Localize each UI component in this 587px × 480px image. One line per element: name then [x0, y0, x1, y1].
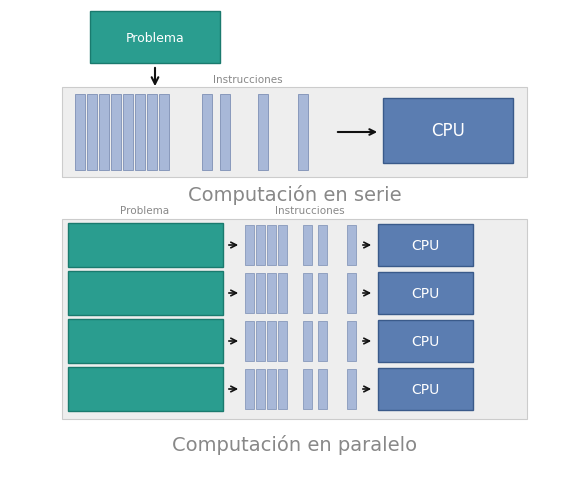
Bar — [245, 274, 254, 313]
Bar — [318, 226, 327, 265]
Bar — [68, 319, 223, 363]
Bar — [159, 95, 169, 171]
Bar — [75, 95, 85, 171]
Bar — [111, 95, 121, 171]
Bar — [267, 274, 276, 313]
Bar — [378, 273, 473, 314]
Bar — [303, 369, 312, 409]
Bar — [99, 95, 109, 171]
Bar — [347, 226, 356, 265]
Bar — [318, 369, 327, 409]
Text: Instrucciones: Instrucciones — [275, 205, 345, 216]
Bar — [245, 369, 254, 409]
Bar — [256, 321, 265, 361]
Bar — [68, 367, 223, 411]
Text: Instrucciones: Instrucciones — [213, 75, 282, 85]
Bar — [267, 369, 276, 409]
Bar — [347, 369, 356, 409]
Bar — [135, 95, 145, 171]
Bar — [147, 95, 157, 171]
Bar — [87, 95, 97, 171]
Bar — [347, 274, 356, 313]
Bar — [303, 274, 312, 313]
Bar — [383, 99, 513, 164]
Bar — [378, 368, 473, 410]
Bar — [68, 224, 223, 267]
Bar — [303, 321, 312, 361]
Text: CPU: CPU — [411, 382, 440, 396]
Text: CPU: CPU — [411, 239, 440, 252]
Bar — [298, 95, 308, 171]
Text: CPU: CPU — [411, 334, 440, 348]
Text: Problema: Problema — [126, 31, 184, 45]
Bar — [378, 320, 473, 362]
Bar — [318, 321, 327, 361]
Bar — [267, 226, 276, 265]
Bar — [258, 95, 268, 171]
Bar — [62, 88, 527, 178]
Bar — [278, 321, 287, 361]
Bar — [220, 95, 230, 171]
Bar — [278, 369, 287, 409]
Bar — [347, 321, 356, 361]
Bar — [278, 226, 287, 265]
Text: Computación en serie: Computación en serie — [188, 185, 402, 204]
Bar — [202, 95, 212, 171]
Bar — [256, 274, 265, 313]
Text: CPU: CPU — [431, 122, 465, 140]
Bar — [267, 321, 276, 361]
Text: Computación en paralelo: Computación en paralelo — [173, 434, 417, 454]
Bar — [68, 271, 223, 315]
Bar — [256, 369, 265, 409]
Bar — [278, 274, 287, 313]
Bar — [62, 219, 527, 419]
Bar — [123, 95, 133, 171]
Bar — [245, 226, 254, 265]
Bar — [256, 226, 265, 265]
Text: CPU: CPU — [411, 287, 440, 300]
Bar — [90, 12, 220, 64]
Bar — [378, 225, 473, 266]
Bar — [245, 321, 254, 361]
Bar — [303, 226, 312, 265]
Text: Problema: Problema — [120, 205, 170, 216]
Bar — [318, 274, 327, 313]
